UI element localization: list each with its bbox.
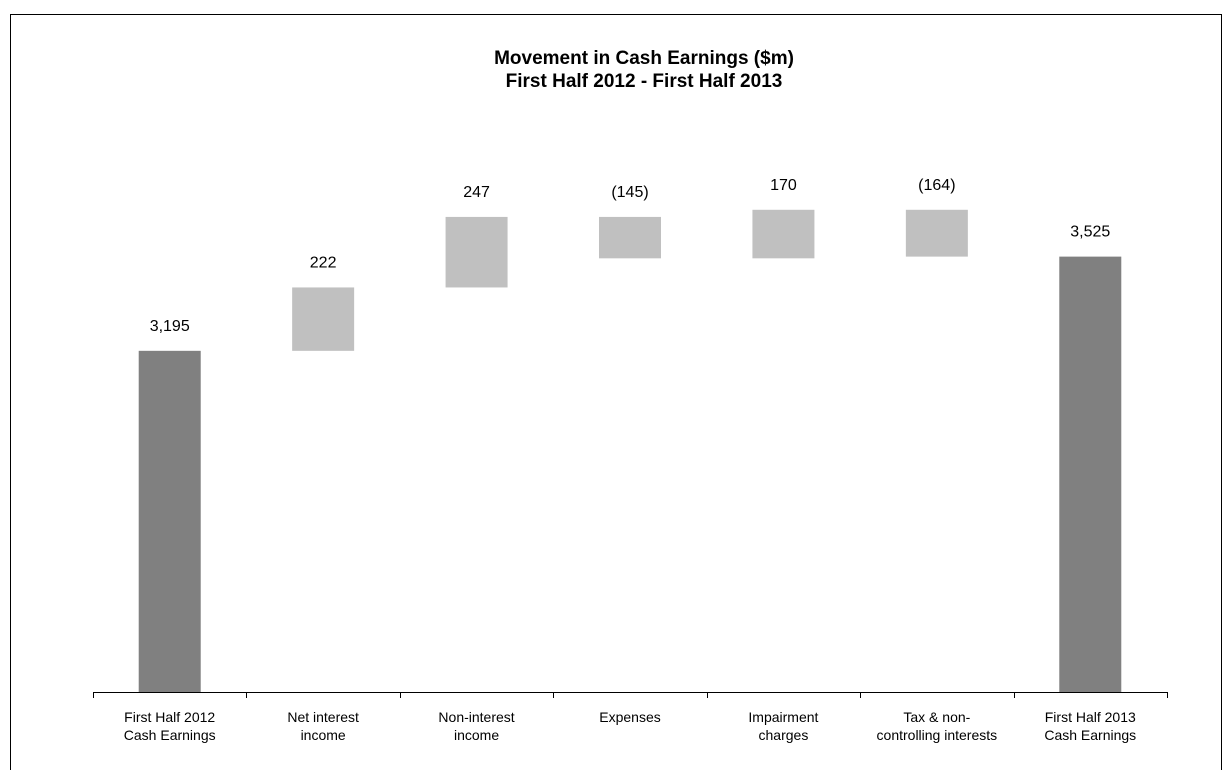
- value-label: 247: [463, 184, 490, 201]
- bar: [752, 209, 815, 259]
- bar: [138, 350, 201, 692]
- bar: [905, 209, 968, 257]
- value-label: (164): [918, 177, 955, 194]
- x-tick-label: Net interest income: [287, 709, 359, 743]
- x-tick-label: Expenses: [599, 709, 661, 725]
- x-tick-label: First Half 2013 Cash Earnings: [1044, 709, 1137, 743]
- bar: [599, 216, 661, 259]
- value-label: 3,525: [1070, 224, 1110, 241]
- x-tick-label: Impairment charges: [748, 709, 819, 743]
- bar: [445, 216, 508, 288]
- chart-title: Movement in Cash Earnings ($m): [494, 48, 794, 69]
- bar: [292, 287, 355, 351]
- chart-border: [10, 14, 1222, 770]
- x-tick-label: Non-interest income: [438, 709, 515, 743]
- value-label: 222: [310, 254, 337, 271]
- value-label: (145): [611, 184, 648, 201]
- value-label: 3,195: [150, 318, 190, 335]
- value-label: 170: [770, 177, 797, 194]
- x-tick-label: First Half 2012 Cash Earnings: [123, 709, 216, 743]
- chart-subtitle: First Half 2012 - First Half 2013: [505, 71, 783, 92]
- x-tick-label: Tax & non- controlling interests: [876, 709, 998, 743]
- bar: [1059, 256, 1122, 692]
